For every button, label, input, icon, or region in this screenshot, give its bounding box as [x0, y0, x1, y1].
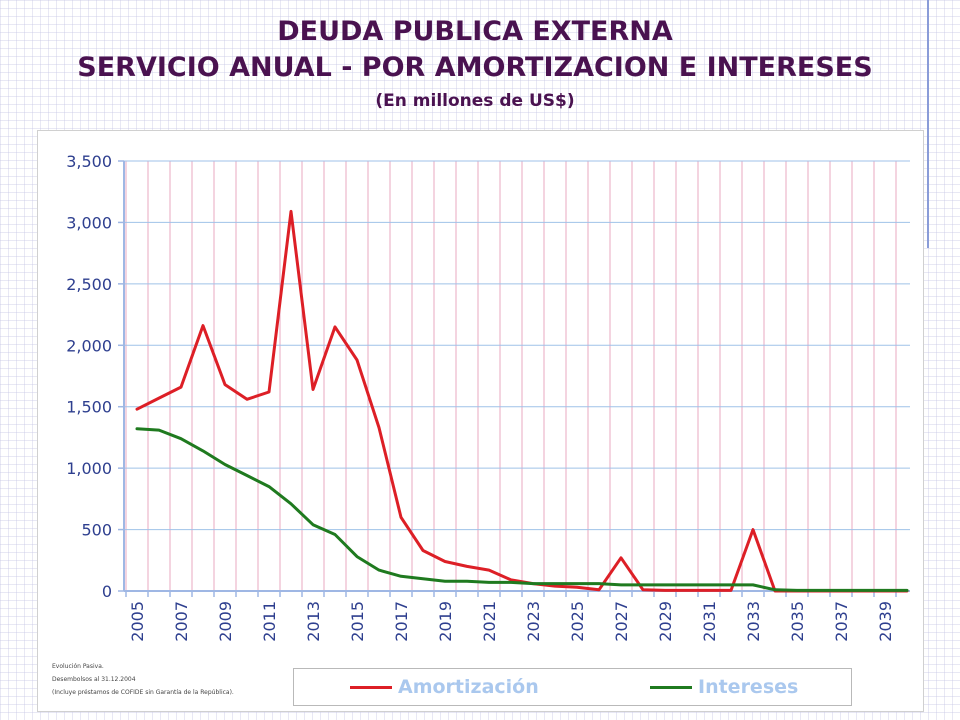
x-tick-label: 2035	[788, 601, 807, 642]
x-tick-label: 2005	[128, 601, 147, 642]
footnotes: Evolución Pasiva. Desembolsos al 31.12.2…	[52, 660, 234, 699]
x-axis-tick-labels: 2005 2007 2009 2011 2013 2015 2017 2019 2021 2023…	[128, 601, 895, 642]
x-tick-label: 2013	[304, 601, 323, 642]
footnote-line-2: Desembolsos al 31.12.2004	[52, 676, 136, 683]
legend-label-amortizacion: Amortización	[398, 676, 539, 698]
footnote-line-1: Evolución Pasiva.	[52, 663, 104, 670]
title-line-1: DEUDA PUBLICA EXTERNA	[277, 16, 673, 47]
y-tick-label: 2,500	[66, 275, 112, 294]
legend-item-intereses: Intereses	[650, 676, 799, 698]
x-tick-label: 2015	[348, 601, 367, 642]
x-tick-label: 2029	[656, 601, 675, 642]
chart-title-block: DEUDA PUBLICA EXTERNA SERVICIO ANUAL - P…	[0, 14, 950, 114]
x-tick-label: 2027	[612, 601, 631, 642]
x-tick-label: 2009	[216, 601, 235, 642]
footnote-line-3: (Incluye préstamos de COFIDE sin Garantí…	[52, 689, 234, 696]
vertical-gridlines	[125, 161, 897, 591]
plot-area	[124, 161, 910, 591]
horizontal-gridlines	[124, 160, 910, 531]
legend-swatch-intereses	[650, 685, 692, 689]
legend-item-amortizacion: Amortización	[350, 676, 539, 698]
x-tick-label: 2025	[568, 601, 587, 642]
x-tick-label: 2023	[524, 601, 543, 642]
y-tick-label: 0	[102, 582, 112, 601]
data-series	[135, 209, 909, 593]
series-line-intereses	[135, 427, 909, 592]
x-tick-label: 2017	[392, 601, 411, 642]
x-tick-label: 2007	[172, 601, 191, 642]
decorative-vertical-line	[927, 0, 929, 248]
x-tick-label: 2021	[480, 601, 499, 642]
x-tick-label: 2037	[832, 601, 851, 642]
x-tick-label: 2031	[700, 601, 719, 642]
y-tick-label: 3,000	[66, 213, 112, 232]
y-tick-label: 1,500	[66, 398, 112, 417]
title-line-3: (En millones de US$)	[375, 91, 575, 111]
chart-legend: Amortización Intereses	[293, 668, 852, 706]
x-tick-label: 2019	[436, 601, 455, 642]
y-tick-label: 2,000	[66, 336, 112, 355]
y-tick-label: 1,000	[66, 459, 112, 478]
title-line-2: SERVICIO ANUAL - POR AMORTIZACION E INTE…	[77, 52, 873, 83]
legend-swatch-amortizacion	[350, 685, 392, 689]
y-axis-tick-labels: 0 500 1,000 1,500 2,000 2,500 3,000 3,500	[66, 152, 112, 601]
y-tick-label: 3,500	[66, 152, 112, 171]
y-tick-label: 500	[81, 521, 112, 540]
legend-label-intereses: Intereses	[698, 676, 799, 698]
x-tick-label: 2033	[744, 601, 763, 642]
x-tick-label: 2011	[260, 601, 279, 642]
x-tick-label: 2039	[876, 601, 895, 642]
